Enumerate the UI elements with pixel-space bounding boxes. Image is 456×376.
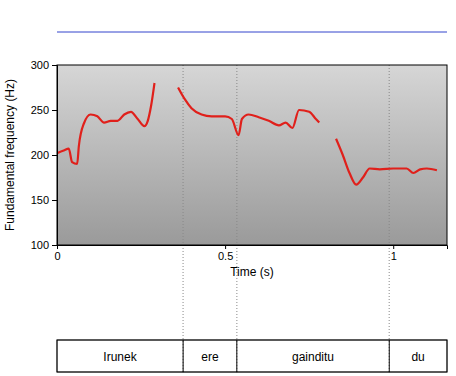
y-tick-label: 250 [31,104,49,116]
y-tick: 150 [31,194,57,206]
waveform-baseline [57,32,447,33]
plot-frame [57,65,447,245]
boundary-line [236,65,237,372]
y-tick-mark [52,200,57,201]
x-axis: 00.51 [54,245,447,262]
x-tick-mark [225,245,226,249]
x-tick: 0.5 [218,245,233,262]
x-tick-mark [393,245,394,249]
x-axis-title: Time (s) [230,265,274,279]
interval [237,340,389,372]
y-axis-line [52,66,58,246]
y-tick: 250 [31,104,57,116]
interval-label: ere [201,350,219,364]
y-tick: 200 [31,149,57,161]
text-tier: Irunek ere gainditu du [57,340,447,372]
boundaries [183,65,389,372]
interval [183,340,237,372]
y-tick-mark [52,245,57,246]
y-axis-title: Fundamental frequency (Hz) [3,79,17,231]
y-tick-label: 150 [31,194,49,206]
x-axis-line [58,246,448,250]
x-tick-mark [57,245,58,249]
boundary-line [389,65,390,372]
interval-label: gainditu [292,350,334,364]
y-tick: 300 [31,59,57,71]
y-tick-mark [52,65,57,66]
x-tick-label: 0.5 [218,250,233,262]
tier-frame [57,340,447,372]
y-tick-label: 100 [31,239,49,251]
x-tick-label: 0 [54,250,60,262]
plot-area [57,83,437,185]
boundary-line [183,65,184,372]
x-tick-label: 1 [391,250,397,262]
f0-line [57,83,437,185]
interval-label: Irunek [103,350,137,364]
y-tick-mark [52,155,57,156]
y-tick-label: 200 [31,149,49,161]
y-tick: 100 [31,239,57,251]
y-axis: 100 150 200 250 300 [31,59,58,251]
interval [57,340,183,372]
interval-label: du [411,350,424,364]
y-tick-label: 300 [31,59,49,71]
interval [389,340,447,372]
figure: 10015020025030000.51Time (s)Fundamental … [0,0,456,376]
y-tick-mark [52,110,57,111]
x-tick: 0 [54,245,60,262]
spectrogram-background [57,65,447,245]
x-tick: 1 [391,245,397,262]
